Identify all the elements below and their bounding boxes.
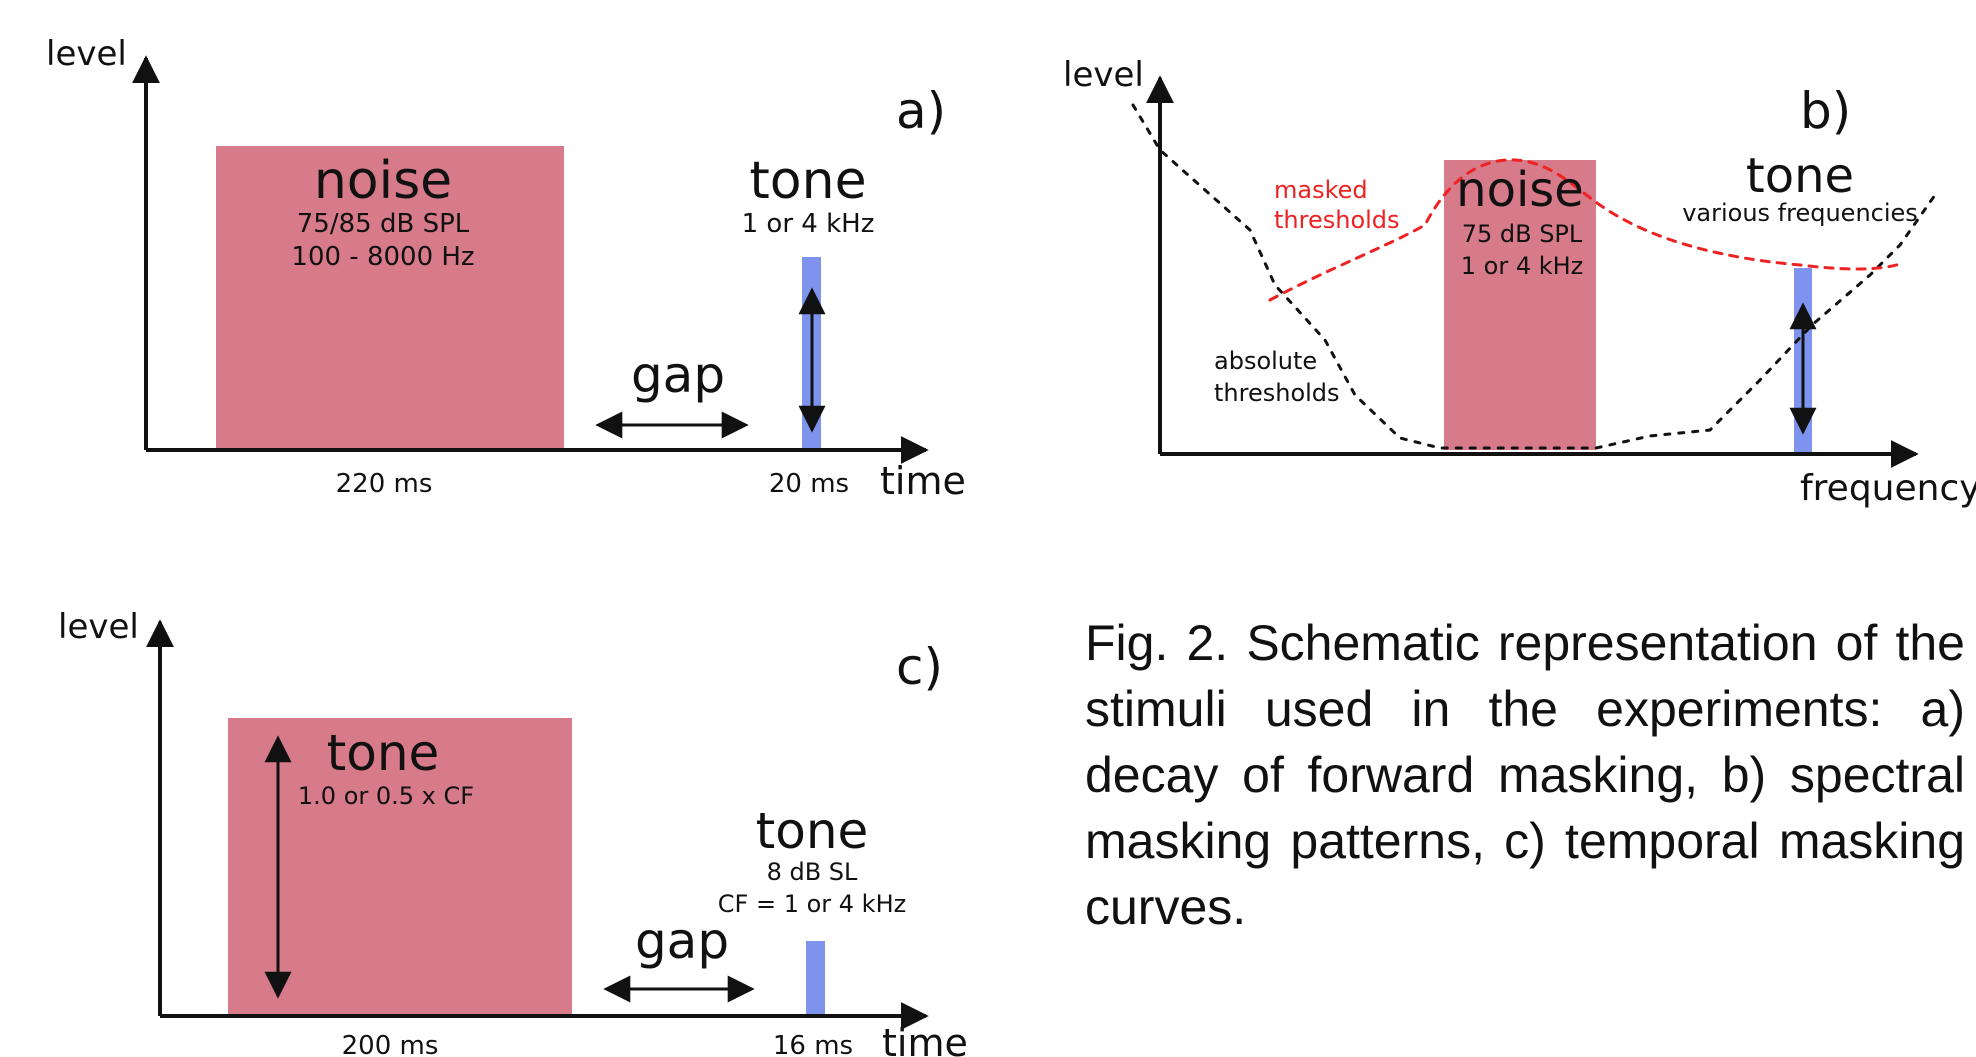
- panel-label: b): [1800, 82, 1851, 140]
- noise-level: 75 dB SPL: [1462, 220, 1583, 248]
- noise-level: 75/85 dB SPL: [297, 209, 470, 239]
- gap-label: gap: [635, 912, 729, 970]
- noise-freq: 1 or 4 kHz: [1461, 252, 1584, 280]
- panel-b: level b) noise 75 dB SPL 1 or 4 kHz tone…: [1063, 55, 1976, 509]
- probe-title: tone: [756, 802, 869, 860]
- panel-label: c): [896, 638, 943, 696]
- panel-c: level c) tone 1.0 or 0.5 x CF tone 8 dB …: [58, 607, 968, 1057]
- noise-band: 100 - 8000 Hz: [291, 242, 474, 272]
- time-axis-label: time: [880, 459, 966, 503]
- absolute-threshold-label: absolute: [1214, 347, 1317, 375]
- figure-caption: Fig. 2. Schematic representation of the …: [1085, 615, 1965, 935]
- absolute-threshold-curve: [1131, 103, 1937, 450]
- level-axis-label: level: [46, 34, 127, 74]
- time-axis-label: time: [882, 1021, 968, 1057]
- level-axis-label: level: [58, 607, 139, 647]
- probe-cf: CF = 1 or 4 kHz: [718, 890, 906, 918]
- frequency-axis-label: frequency: [1800, 468, 1976, 509]
- noise-duration: 220 ms: [336, 469, 433, 499]
- masked-threshold-label: masked: [1274, 176, 1368, 204]
- tone-freq: 1 or 4 kHz: [742, 209, 875, 239]
- panel-a: level a) noise 75/85 dB SPL 100 - 8000 H…: [46, 34, 966, 503]
- masked-threshold-curve: [1268, 158, 1902, 302]
- masked-threshold-label: thresholds: [1274, 206, 1400, 234]
- panel-label: a): [896, 82, 946, 140]
- noise-title: noise: [1456, 162, 1584, 218]
- tone-title: tone: [749, 151, 866, 211]
- masker-title: tone: [327, 724, 440, 782]
- noise-masker-block: [1444, 160, 1596, 450]
- probe-tone-bar: [806, 941, 825, 1016]
- tone-duration: 20 ms: [769, 469, 849, 499]
- masker-freq: 1.0 or 0.5 x CF: [298, 782, 474, 810]
- probe-duration: 16 ms: [773, 1031, 853, 1057]
- probe-level: 8 dB SL: [767, 858, 858, 886]
- masker-duration: 200 ms: [342, 1031, 439, 1057]
- tone-freq: various frequencies: [1682, 199, 1918, 227]
- level-axis-label: level: [1063, 55, 1144, 95]
- absolute-threshold-label: thresholds: [1214, 379, 1340, 407]
- noise-masker-block: [216, 146, 564, 450]
- gap-label: gap: [631, 346, 725, 404]
- tone-title: tone: [1746, 148, 1854, 204]
- noise-title: noise: [314, 151, 452, 211]
